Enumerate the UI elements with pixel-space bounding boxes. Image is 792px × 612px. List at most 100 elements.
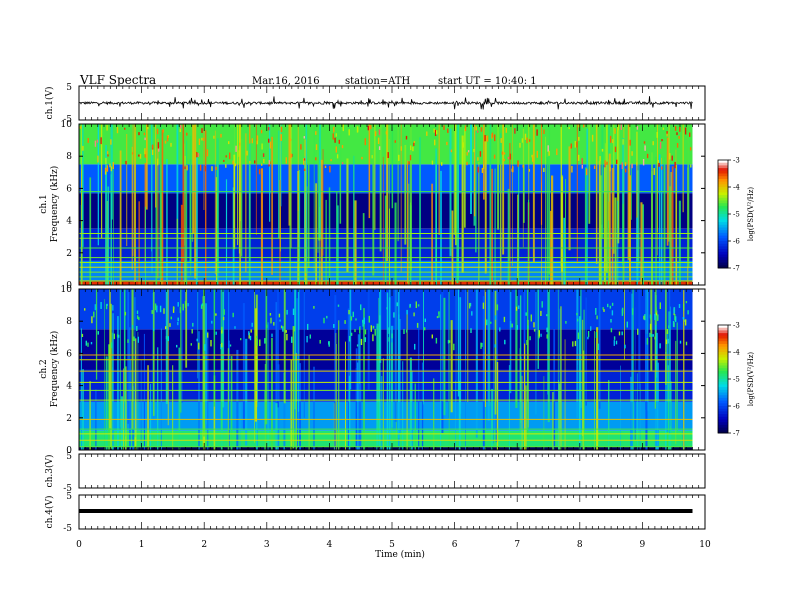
spectrogram-speckle xyxy=(364,329,367,335)
spectrogram-sferic xyxy=(553,329,556,450)
ch3-waveform-panel: 5 -5 ch.3(V) xyxy=(44,452,706,494)
spectrogram-speckle xyxy=(661,166,663,170)
spectrogram-sferic xyxy=(269,124,271,222)
spectrogram-sferic xyxy=(203,289,206,437)
spectrogram-sferic xyxy=(630,376,633,450)
spectrogram-sferic xyxy=(632,289,634,450)
colorbar-tick-label: -6 xyxy=(733,238,740,246)
spectrogram-speckle xyxy=(574,340,577,347)
spectrogram-speckle xyxy=(221,342,223,348)
spectrogram-speckle xyxy=(533,322,535,328)
colorbar-segment xyxy=(718,257,728,261)
spectrogram-speckle xyxy=(494,344,496,348)
spectrogram-speckle xyxy=(280,325,283,329)
spectrogram-sferic xyxy=(675,340,677,444)
header-start-time: start UT = 10:40: 1 xyxy=(438,76,537,87)
spectrogram-speckle xyxy=(515,306,518,311)
time-tick-label: 8 xyxy=(577,540,583,550)
spectrogram-sferic xyxy=(240,124,242,257)
spectrogram-sferic xyxy=(233,154,236,250)
spectrogram-sferic xyxy=(484,136,487,274)
colorbar-segment xyxy=(718,265,728,269)
spectrogram-sferic xyxy=(484,289,486,407)
ch2-spectrogram-image xyxy=(79,289,693,450)
colorbar-segment xyxy=(718,406,728,410)
spectrogram-sferic xyxy=(638,130,640,266)
time-tick-label: 3 xyxy=(264,540,270,550)
colorbar-segment xyxy=(718,346,728,350)
colorbar-segment xyxy=(718,181,728,185)
spectrogram-sferic xyxy=(167,289,169,426)
time-tick-label: 10 xyxy=(699,540,711,550)
spectrogram-speckle xyxy=(684,127,687,135)
spectrogram-speckle xyxy=(303,136,305,139)
colorbar-tick-label: -3 xyxy=(733,157,740,165)
spectrogram-sferic xyxy=(521,375,523,450)
colorbar-segment xyxy=(718,230,728,234)
spectrogram-speckle xyxy=(518,305,520,309)
spectrogram-sferic xyxy=(181,289,183,403)
spectrogram-speckle xyxy=(147,125,149,130)
spectrogram-speckle xyxy=(97,331,99,335)
spectrogram-sferic xyxy=(184,155,186,285)
spectrogram-sferic xyxy=(473,124,476,217)
spectrogram-sferic xyxy=(222,289,225,408)
spectrogram-sferic xyxy=(522,128,524,248)
spectrogram-speckle xyxy=(97,155,99,163)
colorbar-tick-label: -7 xyxy=(733,430,740,438)
spectrogram-sferic xyxy=(421,362,424,450)
spectrogram-sferic xyxy=(620,365,621,450)
spectrogram-sferic xyxy=(157,138,159,279)
spectrogram-sferic xyxy=(440,294,442,450)
spectrogram-speckle xyxy=(434,139,436,146)
spectrogram-speckle xyxy=(536,150,538,158)
spectrogram-sferic xyxy=(256,382,258,450)
spectrogram-speckle xyxy=(229,152,231,160)
spectrogram-sferic xyxy=(493,289,494,444)
spectrogram-speckle xyxy=(125,160,127,165)
spectrogram-speckle xyxy=(656,132,658,138)
colorbar-segment xyxy=(718,333,728,337)
spectrogram-sferic xyxy=(105,145,107,285)
spectrogram-band xyxy=(79,164,693,194)
spectrogram-speckle xyxy=(682,317,685,320)
spectrogram-ytick-label: 8 xyxy=(66,317,72,327)
spectrogram-speckle xyxy=(136,326,138,332)
spectrogram-speckle xyxy=(190,343,192,346)
spectrogram-ytick-label: 4 xyxy=(66,217,72,227)
spectrogram-speckle xyxy=(377,137,380,144)
spectrogram-sferic xyxy=(687,124,690,267)
spectrogram-sferic xyxy=(192,124,195,234)
spectrogram-speckle xyxy=(186,132,188,136)
spectrogram-speckle xyxy=(599,156,601,162)
ch1-spectrogram-yticks: 0 2 4 6 8 10 xyxy=(61,120,705,291)
spectrogram-speckle xyxy=(211,320,213,324)
spectrogram-speckle xyxy=(156,158,159,166)
spectrogram-sferic xyxy=(203,124,205,210)
spectrogram-sferic xyxy=(325,199,327,285)
spectrogram-speckle xyxy=(131,152,134,155)
spectrogram-sferic xyxy=(294,289,297,410)
spectrogram-sferic xyxy=(346,158,349,272)
spectrogram-speckle xyxy=(581,164,583,169)
colorbar-segment xyxy=(718,200,728,204)
spectrogram-sferic xyxy=(185,289,188,368)
spectrogram-sferic xyxy=(354,200,357,285)
spectrogram-speckle xyxy=(426,131,428,136)
spectrogram-speckle xyxy=(341,145,344,149)
colorbar-segment xyxy=(718,168,728,172)
spectrogram-sferic xyxy=(438,124,440,235)
spectrogram-speckle xyxy=(138,132,140,136)
spectrogram-speckle xyxy=(667,338,669,344)
spectrogram-sferic xyxy=(495,289,498,443)
spectrogram-speckle xyxy=(438,311,440,318)
spectrogram-speckle xyxy=(470,328,472,333)
spectrogram-speckle xyxy=(689,147,692,151)
spectrogram-speckle xyxy=(138,154,140,157)
spectrogram-sferic xyxy=(608,153,611,284)
spectrogram-sferic xyxy=(465,289,467,361)
spectrogram-speckle xyxy=(490,321,492,324)
spectrogram-speckle xyxy=(661,139,663,142)
spectrogram-speckle xyxy=(685,341,688,346)
spectrogram-speckle xyxy=(643,141,646,144)
